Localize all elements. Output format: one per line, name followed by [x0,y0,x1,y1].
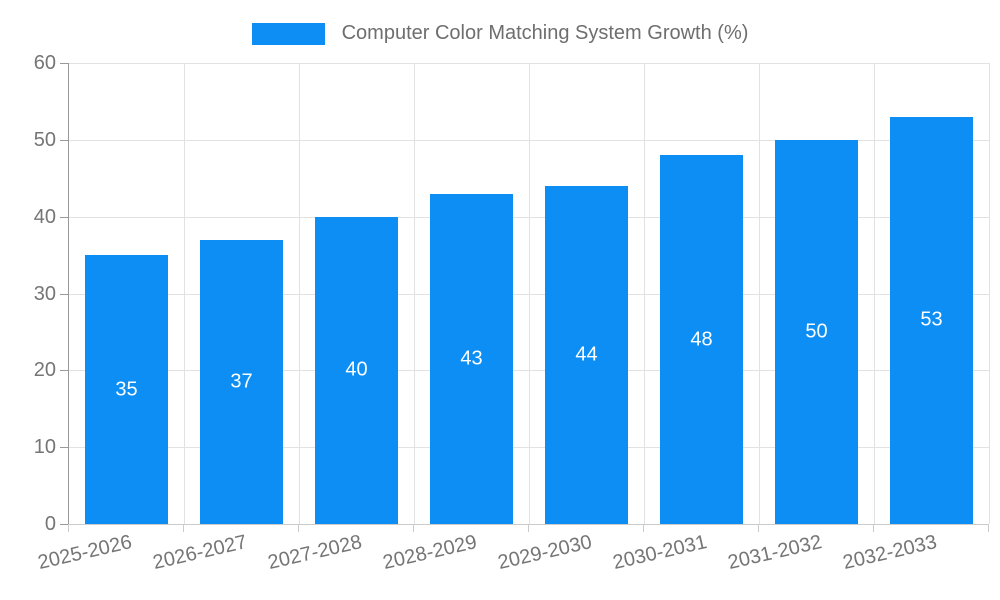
v-gridline [414,63,415,524]
bar-2032-2033[interactable]: 53 [890,116,973,524]
bar-value-label: 44 [575,343,598,366]
legend-swatch[interactable] [251,22,325,45]
legend[interactable]: Computer Color Matching System Growth (%… [0,22,1000,45]
bar-2028-2029[interactable]: 43 [430,193,513,524]
v-gridline [644,63,645,524]
y-tick [60,216,68,218]
v-gridline [299,63,300,524]
y-axis-label: 20 [33,359,56,382]
x-tick [183,524,184,532]
y-tick [60,139,68,141]
bar-2027-2028[interactable]: 40 [315,216,398,524]
bar-value-label: 37 [230,370,253,393]
y-axis-label: 10 [33,436,56,459]
y-tick [60,63,68,64]
bar-2030-2031[interactable]: 48 [660,155,743,524]
bar-value-label: 48 [690,328,713,351]
v-gridline [184,63,185,524]
legend-label[interactable]: Computer Color Matching System Growth (%… [341,22,749,44]
bar-2031-2032[interactable]: 50 [775,139,858,524]
v-gridline [989,63,990,524]
x-tick [68,524,69,532]
y-tick [60,447,68,449]
v-gridline [759,63,760,524]
v-gridline [529,63,530,524]
x-tick [298,524,299,532]
bar-value-label: 43 [460,347,483,370]
x-tick [758,524,759,532]
x-tick [643,524,644,532]
y-tick [60,524,68,525]
y-tick [60,370,68,372]
y-axis-label: 60 [33,52,56,74]
bar-2025-2026[interactable]: 35 [85,255,168,524]
x-tick [988,524,989,532]
x-tick [873,524,874,532]
bar-2026-2027[interactable]: 37 [200,239,283,524]
x-tick [413,524,414,532]
y-axis-label: 0 [44,513,56,535]
y-tick [60,293,68,295]
bar-value-label: 53 [920,308,943,331]
plot-area: 35 37 40 43 44 48 50 53 [68,63,990,525]
bar-value-label: 35 [115,378,138,401]
y-axis-label: 50 [33,128,56,151]
v-gridline [874,63,875,524]
y-axis-label: 30 [33,282,56,305]
bar-value-label: 50 [805,320,828,343]
bar-2029-2030[interactable]: 44 [545,185,628,524]
x-tick [528,524,529,532]
bar-value-label: 40 [345,358,368,381]
y-axis-label: 40 [33,205,56,228]
